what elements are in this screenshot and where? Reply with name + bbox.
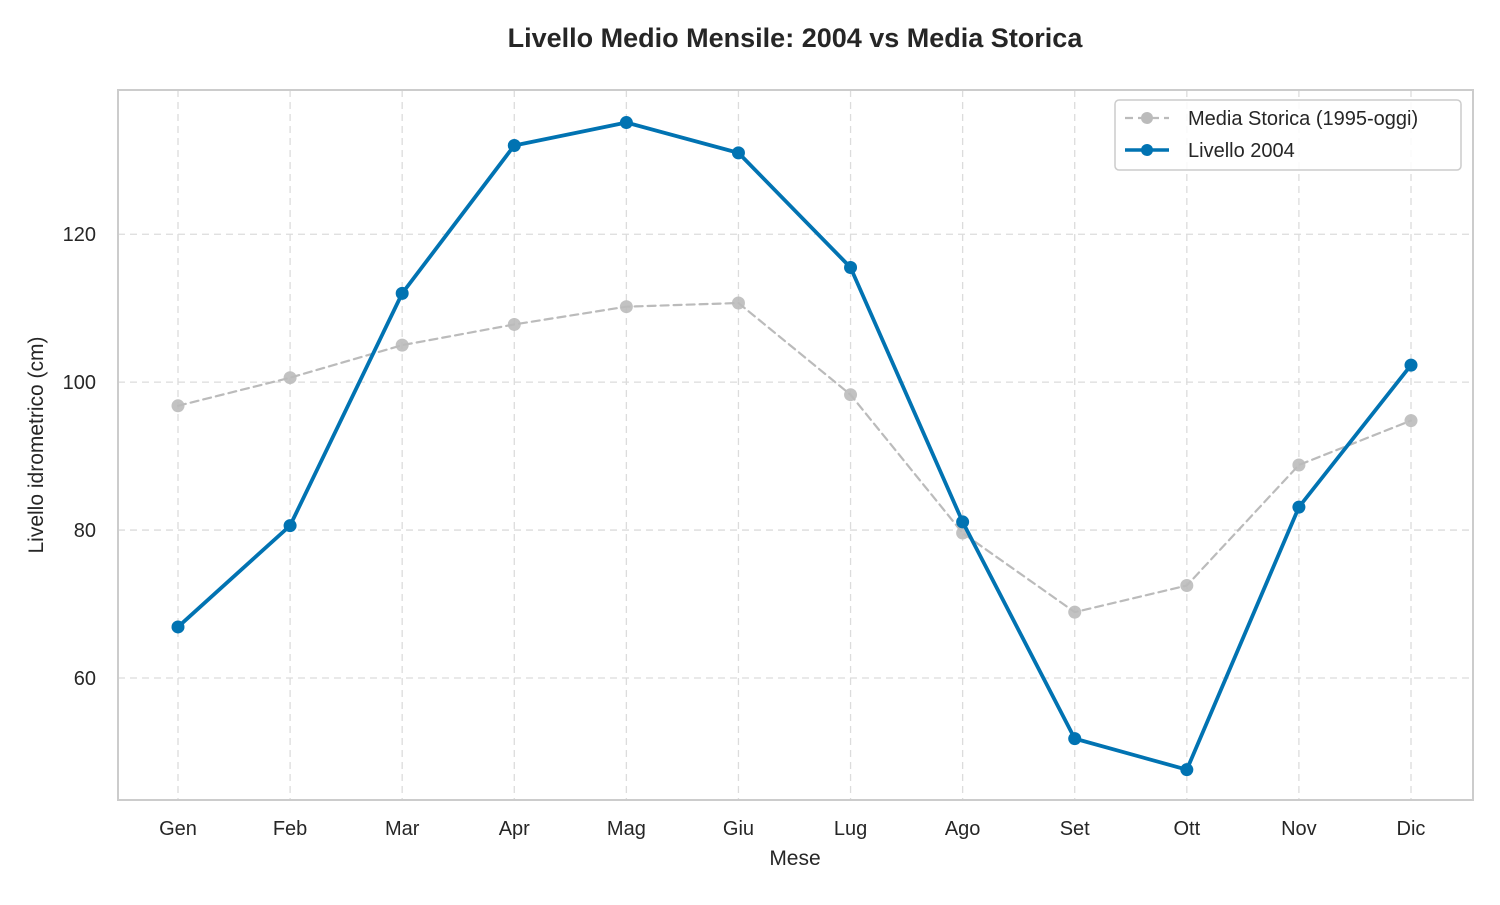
point-media-storica-1995-oggi-dic — [1404, 414, 1418, 428]
legend: Media Storica (1995-oggi) Livello 2004 — [1114, 99, 1462, 171]
x-tick-feb: Feb — [273, 818, 307, 840]
series-livello-2004 — [171, 116, 1418, 777]
series-line-livello-2004 — [176, 120, 1413, 772]
point-media-storica-1995-oggi-mag — [619, 300, 633, 314]
point-media-storica-1995-oggi-gen — [171, 399, 185, 413]
x-tick-gen: Gen — [159, 818, 197, 840]
x-tick-mar: Mar — [385, 818, 420, 840]
point-media-storica-1995-oggi-nov — [1292, 458, 1306, 472]
point-media-storica-1995-oggi-feb — [283, 371, 297, 385]
point-livello-2004-giu — [731, 146, 745, 160]
x-tick-set: Set — [1060, 818, 1090, 840]
series-line-media-storica-1995-oggi — [176, 301, 1413, 614]
x-tick-apr: Apr — [499, 818, 530, 840]
x-tick-mag: Mag — [607, 818, 646, 840]
legend-box — [1114, 99, 1462, 171]
point-media-storica-1995-oggi-set — [1068, 605, 1082, 619]
y-tick-80: 80 — [74, 520, 96, 542]
point-media-storica-1995-oggi-apr — [507, 317, 521, 331]
point-livello-2004-mag — [619, 116, 633, 130]
y-tick-labels: 60 80 100 120 — [63, 224, 96, 690]
y-tick-60: 60 — [74, 668, 96, 690]
x-tick-lug: Lug — [834, 818, 867, 840]
point-livello-2004-ott — [1180, 763, 1194, 777]
x-tick-labels: Gen Feb Mar Apr Mag Giu Lug Ago Set Ott Nov Dic — [159, 818, 1425, 840]
x-tick-dic: Dic — [1397, 818, 1426, 840]
x-tick-giu: Giu — [723, 818, 754, 840]
legend-label-livello-2004: Livello 2004 — [1188, 140, 1295, 162]
point-media-storica-1995-oggi-lug — [844, 388, 858, 402]
plot-frame — [117, 89, 1474, 801]
y-tick-100: 100 — [63, 372, 96, 394]
point-livello-2004-feb — [283, 519, 297, 533]
point-media-storica-1995-oggi-ott — [1180, 579, 1194, 593]
point-livello-2004-lug — [844, 261, 858, 274]
point-livello-2004-apr — [507, 138, 521, 152]
point-media-storica-1995-oggi-giu — [731, 296, 745, 310]
series-media-storica-1995-oggi — [171, 296, 1418, 619]
point-livello-2004-ago — [956, 515, 970, 529]
legend-label-media-storica: Media Storica (1995-oggi) — [1188, 108, 1418, 130]
grid-lines — [118, 90, 1473, 800]
point-media-storica-1995-oggi-mar — [395, 338, 409, 352]
point-livello-2004-nov — [1292, 500, 1306, 514]
chart-title: Livello Medio Mensile: 2004 vs Media Sto… — [508, 23, 1084, 53]
legend-marker-livello-2004 — [1141, 144, 1153, 156]
x-axis-label: Mese — [769, 847, 820, 870]
legend-marker-media-storica — [1141, 112, 1153, 124]
x-tick-ago: Ago — [945, 818, 981, 840]
x-tick-ott: Ott — [1173, 818, 1200, 840]
x-tick-nov: Nov — [1281, 818, 1317, 840]
point-livello-2004-gen — [171, 620, 185, 634]
point-livello-2004-dic — [1404, 358, 1418, 372]
y-tick-120: 120 — [63, 224, 96, 246]
point-livello-2004-set — [1068, 732, 1082, 746]
y-axis-label: Livello idrometrico (cm) — [25, 336, 48, 553]
point-livello-2004-mar — [395, 286, 409, 300]
series-layer — [171, 116, 1418, 777]
